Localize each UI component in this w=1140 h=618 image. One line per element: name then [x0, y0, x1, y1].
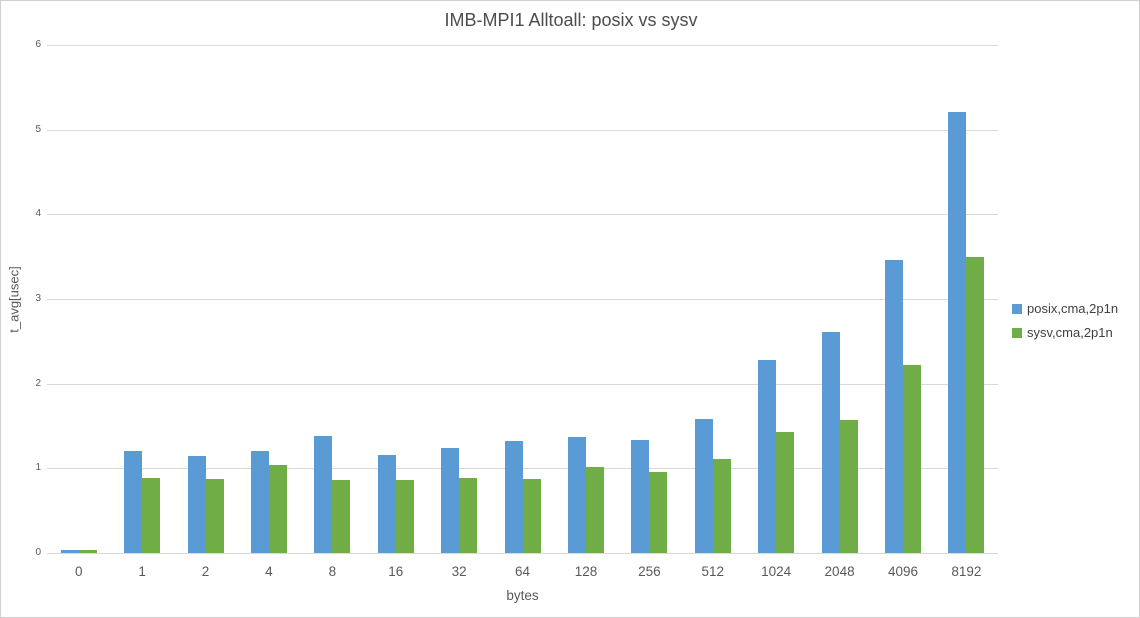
gridline [47, 299, 998, 300]
x-tick-label: 2 [201, 564, 210, 579]
bar-group [871, 45, 934, 553]
bar [441, 448, 460, 553]
bar [205, 479, 224, 553]
bar-group [47, 45, 110, 553]
bar [332, 480, 351, 553]
legend-item: posix,cma,2p1n [1012, 301, 1118, 316]
bar-group [427, 45, 490, 553]
bar [567, 437, 586, 553]
bar-group [174, 45, 237, 553]
bar [712, 459, 731, 553]
bar-group [491, 45, 554, 553]
bar [948, 111, 967, 553]
gridline [47, 45, 998, 46]
legend-label: sysv,cma,2p1n [1027, 325, 1113, 340]
legend-item: sysv,cma,2p1n [1012, 325, 1118, 340]
bar [504, 441, 523, 553]
bar-group [744, 45, 807, 553]
bar [124, 451, 143, 553]
bar [694, 419, 713, 553]
bar [268, 464, 287, 553]
bar [758, 359, 777, 553]
bar-group [237, 45, 300, 553]
x-tick-label: 2048 [824, 564, 855, 579]
x-tick-label: 32 [451, 564, 467, 579]
bar [649, 471, 668, 553]
bar-group [681, 45, 744, 553]
legend-label: posix,cma,2p1n [1027, 301, 1119, 316]
x-tick-label: 128 [574, 564, 598, 579]
bar [821, 332, 840, 553]
bar [902, 365, 921, 553]
bar [78, 549, 97, 553]
x-axis-tick-labels: 0 1 2 4 8 16 32 64 128 256 512 1024 2048 4096 8192 [47, 564, 998, 579]
legend-swatch-icon [1012, 303, 1022, 314]
bar [966, 256, 985, 553]
bar [776, 431, 795, 553]
x-tick-label: 4 [265, 564, 273, 579]
bar [314, 436, 333, 553]
y-tick-label: 2 [35, 377, 41, 389]
bar-group [110, 45, 173, 553]
x-tick-label: 1024 [761, 564, 792, 579]
y-tick-label: 3 [35, 293, 41, 304]
bar [377, 454, 396, 553]
bar-group [618, 45, 681, 553]
bar-group [301, 45, 364, 553]
x-tick-label: 64 [515, 564, 531, 579]
y-tick-label: 0 [35, 547, 41, 558]
y-tick-label: 4 [35, 208, 41, 220]
bar [884, 260, 903, 553]
bar [522, 478, 541, 553]
bar [585, 466, 604, 553]
x-tick-label: 8192 [951, 564, 982, 579]
gridline [47, 129, 998, 131]
bar-group [808, 45, 871, 553]
x-tick-label: 1 [138, 564, 146, 579]
bar [631, 439, 650, 553]
y-tick-label: 1 [35, 462, 41, 474]
gridline [47, 383, 998, 385]
bar-group [364, 45, 427, 553]
gridline [47, 553, 998, 554]
x-tick-label: 0 [74, 564, 83, 579]
x-tick-label: 16 [388, 564, 404, 579]
bar [187, 455, 206, 553]
bar [395, 480, 414, 553]
x-tick-label: 4096 [887, 564, 918, 579]
y-tick-label: 6 [35, 39, 41, 50]
y-tick-label: 5 [35, 123, 41, 135]
bar [60, 549, 79, 553]
gridline [47, 214, 998, 216]
x-tick-label: 256 [638, 564, 661, 579]
legend: posix,cma,2p1n sysv,cma,2p1n [1012, 301, 1118, 340]
bar [459, 477, 478, 553]
x-tick-label: 8 [328, 564, 337, 579]
x-axis-title: bytes [506, 588, 539, 603]
legend-swatch-icon [1012, 327, 1022, 338]
bars-layer [47, 45, 998, 553]
bar [142, 477, 161, 553]
bar-group [554, 45, 617, 553]
bar [250, 450, 269, 553]
bar [839, 420, 858, 553]
bar-group [935, 45, 998, 553]
chart-title: IMB-MPI1 Alltoall: posix vs sysv [444, 10, 698, 30]
x-tick-label: 512 [701, 564, 725, 579]
plot-area: 0 1 2 3 4 5 6 [35, 39, 998, 558]
